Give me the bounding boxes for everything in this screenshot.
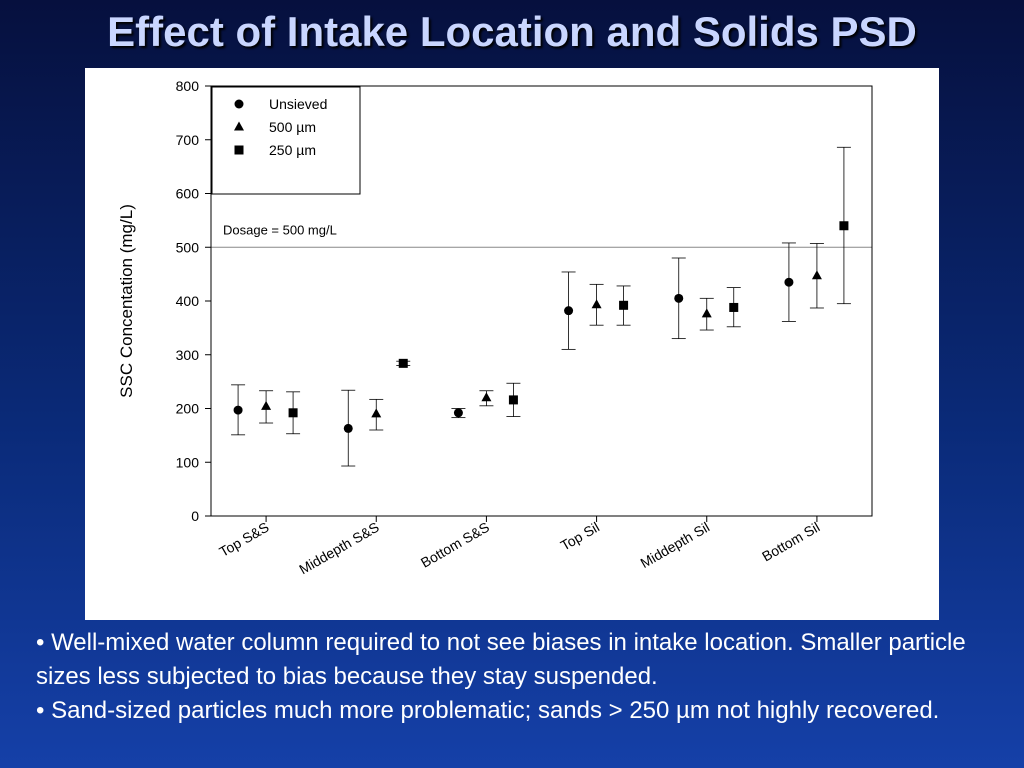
- data-point-triangle: [701, 308, 712, 318]
- bullet-list: • Well-mixed water column required to no…: [36, 626, 1006, 728]
- ssc-chart: Dosage = 500 mg/L 0 100 200 300 400 500 600 700…: [117, 78, 873, 578]
- x-tick-label: Top S&S: [216, 519, 271, 560]
- y-tick-label: 600: [176, 186, 200, 202]
- y-tick-label: 400: [176, 293, 200, 309]
- x-tick-label: Bottom Sil: [759, 519, 822, 565]
- data-point-triangle: [811, 270, 822, 280]
- data-point-triangle: [261, 400, 272, 410]
- legend-marker-circle: [234, 99, 244, 109]
- x-tick-label: Bottom S&S: [418, 519, 492, 571]
- y-tick-label: 200: [176, 401, 200, 417]
- data-point-triangle: [481, 392, 492, 402]
- slide-title: Effect of Intake Location and Solids PSD: [107, 8, 917, 55]
- data-point-circle: [564, 306, 574, 316]
- data-point-circle: [674, 293, 684, 303]
- x-tick-label: Middepth S&S: [296, 519, 382, 578]
- y-tick-label: 100: [176, 454, 200, 470]
- data-point-square: [508, 395, 518, 405]
- data-point-triangle: [371, 408, 382, 418]
- data-point-circle: [453, 408, 463, 418]
- y-tick-label: 700: [176, 132, 200, 148]
- data-point-square: [619, 300, 629, 310]
- data-point-square: [288, 408, 298, 418]
- bullet-item-1: • Well-mixed water column required to no…: [36, 629, 966, 690]
- y-tick-label: 500: [176, 239, 200, 255]
- legend-label: 250 µm: [269, 142, 316, 158]
- data-point-square: [398, 358, 408, 368]
- y-tick-label: 0: [191, 508, 199, 524]
- bullet-item-2: • Sand-sized particles much more problem…: [36, 697, 940, 724]
- data-point-circle: [233, 405, 243, 415]
- x-tick-label: Middepth Sil: [638, 519, 713, 571]
- chart-panel: Dosage = 500 mg/L 0 100 200 300 400 500 600 700…: [85, 68, 939, 620]
- legend-marker-triangle: [234, 121, 244, 131]
- y-tick-label: 300: [176, 347, 200, 363]
- data-point-square: [729, 302, 739, 312]
- data-point-circle: [784, 277, 794, 287]
- data-point-triangle: [591, 299, 602, 309]
- data-point-square: [839, 221, 849, 231]
- x-tick-label: Top Sil: [558, 519, 602, 554]
- data-point-circle: [343, 423, 353, 433]
- legend-marker-square: [234, 145, 244, 155]
- legend-label: Unsieved: [269, 96, 327, 112]
- y-tick-label: 800: [176, 78, 200, 94]
- legend-label: 500 µm: [269, 119, 316, 135]
- y-axis-label: SSC Concentation (mg/L): [117, 204, 136, 398]
- reference-line-label: Dosage = 500 mg/L: [223, 222, 337, 237]
